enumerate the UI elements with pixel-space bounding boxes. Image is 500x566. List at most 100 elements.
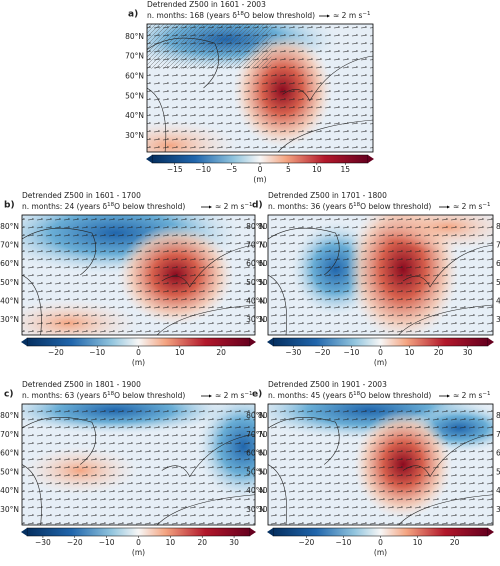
subtitle-text: O below threshold) <box>244 11 315 20</box>
colorbar <box>26 337 251 347</box>
panel-subtitle: n. months: 24 (years δ18O below threshol… <box>22 202 185 212</box>
vector-key-label: ≈ 2 m s−1 <box>453 202 491 212</box>
panel-subtitle: n. months: 63 (years δ18O below threshol… <box>22 391 185 401</box>
lat-label: 60°N <box>125 71 144 80</box>
subtitle-text: n. months: 24 (years δ <box>22 202 108 211</box>
key-text: ≈ 2 m s <box>333 11 363 20</box>
lat-label: 60°N <box>0 449 19 458</box>
vector-key-label: ≈ 2 m s−1 <box>453 391 491 401</box>
panel-subtitle: n. months: 36 (years δ18O below threshol… <box>268 202 431 212</box>
subtitle-sup: 18 <box>353 391 360 397</box>
panel-label: b) <box>4 201 15 211</box>
colorbar <box>151 154 369 164</box>
lat-label: 70°N <box>258 430 277 439</box>
key-text: ≈ 2 m s <box>453 391 483 400</box>
lat-label: 50°N <box>246 278 265 287</box>
colorbar-tick-label: 10 <box>312 165 322 174</box>
lat-label: 60°N <box>258 259 277 268</box>
colorbar-extend-high <box>488 338 494 346</box>
lat-label: 50°N <box>0 467 19 476</box>
colorbar-extend-high <box>250 528 256 536</box>
lat-label: 70°N <box>0 241 19 250</box>
key-text: ≈ 2 m s <box>453 202 483 211</box>
vector-key-head <box>327 14 330 18</box>
lat-label: 30°N <box>496 505 500 514</box>
lat-label: 30°N <box>0 315 19 324</box>
lat-label: 80°N <box>0 222 19 231</box>
key-sup: −1 <box>362 11 370 17</box>
panel-subtitle: n. months: 168 (years δ18O below thresho… <box>147 11 315 21</box>
panel-label: d) <box>252 201 263 211</box>
lat-label: 80°N <box>125 32 144 41</box>
colorbar-extend-low <box>267 338 273 346</box>
lat-label: 80°N <box>496 222 500 231</box>
colorbar-tick-label: 0 <box>258 165 263 174</box>
lat-label: 80°N <box>0 411 19 420</box>
map-frame <box>146 23 374 153</box>
key-sup: −1 <box>482 391 490 397</box>
panel-title: Detrended Z500 in 1701 - 1800 <box>268 191 387 200</box>
colorbar-tick-label: 0 <box>136 538 141 547</box>
colorbar <box>26 527 251 537</box>
colorbar-tick-label: 10 <box>413 538 423 547</box>
colorbar-label: (m) <box>374 548 387 557</box>
panel: b) Detrended Z500 in 1601 - 1700 n. months… <box>0 191 277 367</box>
colorbar-label: (m) <box>253 175 266 184</box>
colorbar-tick-label: 30 <box>463 348 473 357</box>
subtitle-text: n. months: 45 (years δ <box>268 391 354 400</box>
colorbar-extend-low <box>21 338 27 346</box>
colorbar-extend-low <box>21 528 27 536</box>
colorbar-tick-label: 10 <box>166 538 176 547</box>
lat-label: 40°N <box>258 296 277 305</box>
vector-key-head <box>447 394 450 398</box>
subtitle-text: n. months: 63 (years δ <box>22 391 108 400</box>
panel-label: c) <box>4 390 13 400</box>
lat-label: 50°N <box>125 91 144 100</box>
colorbar-extend-low <box>146 155 152 163</box>
lat-label: 70°N <box>496 430 500 439</box>
colorbar-tick-label: 15 <box>340 165 350 174</box>
lat-label: 60°N <box>246 449 265 458</box>
lat-label: 30°N <box>0 505 19 514</box>
lat-label: 50°N <box>246 467 265 476</box>
wind-vectors <box>22 215 255 335</box>
colorbar-extend-high <box>250 338 256 346</box>
panel-title: Detrended Z500 in 1601 - 2003 <box>147 0 266 9</box>
panel: a) Detrended Z500 in 1601 - 2003 n. months… <box>125 0 374 184</box>
colorbar <box>272 527 489 537</box>
colorbar-tick-label: 0 <box>378 538 383 547</box>
colorbar-tick-label: 20 <box>450 538 460 547</box>
vector-key-label: ≈ 2 m s−1 <box>215 391 253 401</box>
lat-label: 70°N <box>0 430 19 439</box>
map <box>268 215 493 335</box>
colorbar-tick-label: −20 <box>314 348 330 357</box>
lat-label: 70°N <box>246 241 265 250</box>
subtitle-text: O below threshold) <box>360 391 431 400</box>
lat-label: 30°N <box>258 315 277 324</box>
lat-label: 40°N <box>125 111 144 120</box>
lat-label: 40°N <box>0 486 19 495</box>
subtitle-text: n. months: 168 (years δ <box>147 11 237 20</box>
panel-title: Detrended Z500 in 1801 - 1900 <box>22 380 141 389</box>
colorbar-tick-label: 20 <box>197 538 207 547</box>
colorbar-label: (m) <box>374 358 387 367</box>
key-sup: −1 <box>482 202 490 208</box>
colorbar-tick-label: 10 <box>405 348 415 357</box>
lat-label: 70°N <box>246 430 265 439</box>
vector-key-label: ≈ 2 m s−1 <box>333 11 371 21</box>
colorbar-tick-label: −20 <box>48 348 64 357</box>
lat-label: 80°N <box>246 222 265 231</box>
lat-label: 80°N <box>246 411 265 420</box>
lat-label: 30°N <box>496 315 500 324</box>
panel: d) Detrended Z500 in 1701 - 1800 n. months… <box>246 191 500 367</box>
vector-key-head <box>447 205 450 209</box>
colorbar-tick-label: 5 <box>286 165 291 174</box>
key-text: ≈ 2 m s <box>215 391 245 400</box>
colorbar-tick-label: 0 <box>378 348 383 357</box>
colorbar <box>272 337 489 347</box>
wind-vectors <box>268 404 493 525</box>
lat-label: 80°N <box>258 222 277 231</box>
colorbar-tick-label: −20 <box>298 538 314 547</box>
lat-label: 70°N <box>496 241 500 250</box>
